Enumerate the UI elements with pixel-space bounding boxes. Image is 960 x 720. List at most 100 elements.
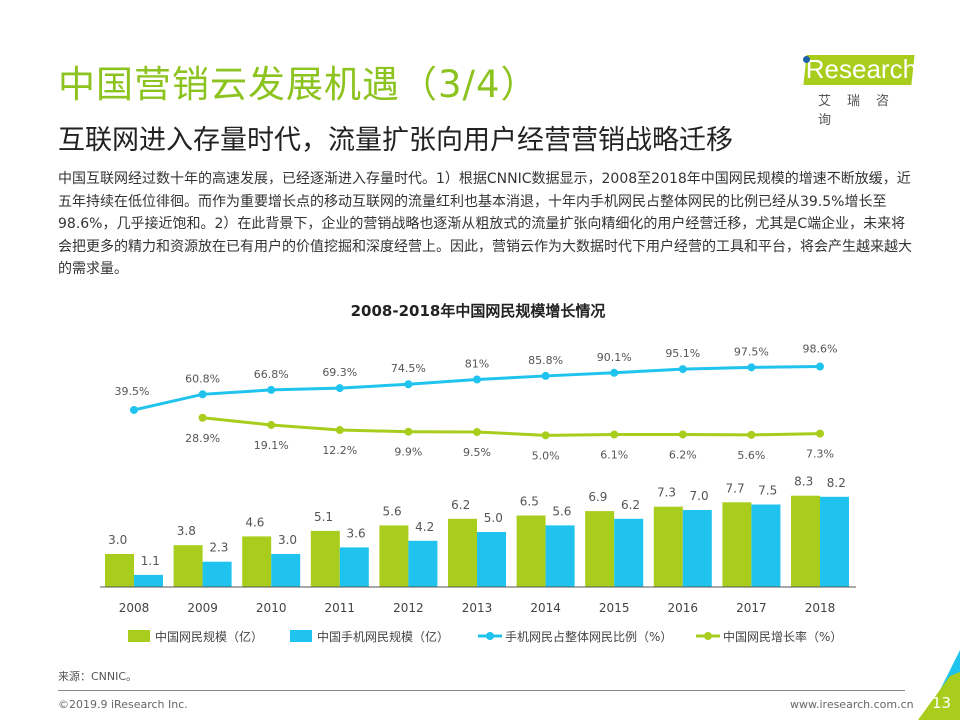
bar	[448, 518, 477, 587]
bar	[516, 515, 546, 587]
data-point	[816, 362, 824, 371]
data-label: 6.2%	[669, 448, 697, 461]
bar	[722, 502, 752, 587]
bar	[242, 536, 272, 587]
bar	[653, 506, 683, 587]
data-label: 39.5%	[115, 385, 150, 398]
bar	[751, 504, 781, 587]
data-label: 6.1%	[600, 449, 628, 462]
data-label: 5.0	[484, 511, 503, 525]
data-label: 90.1%	[597, 351, 632, 364]
data-point	[404, 427, 413, 436]
bar	[682, 510, 712, 587]
data-point	[198, 390, 207, 399]
data-point	[335, 384, 344, 393]
x-tick-label: 2012	[393, 601, 424, 615]
data-point	[473, 375, 481, 384]
data-label: 19.1%	[254, 439, 289, 452]
data-label: 2.3	[209, 541, 228, 555]
x-tick-label: 2009	[187, 601, 218, 615]
data-point	[747, 363, 756, 372]
data-label: 8.3	[794, 475, 813, 489]
body-paragraph: 中国互联网经过数十年的高速发展，已经逐渐进入存量时代。1）根据CNNIC数据显示…	[58, 171, 912, 277]
x-tick-label: 2018	[805, 601, 836, 615]
x-tick-label: 2010	[256, 601, 287, 615]
data-label: 6.9	[588, 490, 607, 504]
data-label: 28.9%	[185, 432, 220, 445]
data-point	[335, 426, 344, 435]
x-tick-label: 2015	[599, 601, 630, 615]
slide-subtitle: 互联网进入存量时代，流量扩张向用户经营营销战略迁移	[58, 125, 733, 156]
legend-label: 中国网民规模（亿）	[155, 629, 263, 644]
legend: 中国网民规模（亿） 中国手机网民规模（亿） 手机网民占整体网民比例（%） 中国网民增长…	[128, 629, 842, 644]
data-label: 60.8%	[185, 372, 220, 385]
data-point	[610, 430, 619, 439]
data-label: 3.8	[177, 524, 196, 538]
data-label: 4.2	[415, 520, 434, 534]
bar	[202, 561, 232, 587]
data-label: 74.5%	[391, 362, 426, 375]
data-label: 6.2	[451, 498, 470, 512]
data-point	[473, 428, 481, 437]
x-tick-label: 2014	[530, 601, 561, 615]
data-label: 3.0	[108, 533, 127, 547]
corner-decoration-green	[918, 672, 960, 720]
x-tick-label: 2011	[325, 601, 356, 615]
data-label: 3.6	[347, 526, 366, 540]
data-label: 1.1	[141, 554, 160, 568]
data-label: 7.3	[657, 486, 676, 500]
bar	[173, 545, 203, 587]
data-label: 81%	[465, 357, 489, 370]
data-label: 7.3%	[806, 448, 834, 461]
copyright: ©2019.9 iResearch Inc.	[58, 698, 188, 711]
x-tick-label: 2013	[462, 601, 493, 615]
source-note: 来源：CNNIC。	[58, 670, 138, 683]
data-label: 5.6%	[737, 449, 765, 462]
data-label: 6.5	[520, 495, 539, 509]
bar	[614, 518, 644, 587]
data-point	[678, 365, 687, 374]
bar	[585, 511, 615, 587]
data-label: 6.2	[621, 498, 640, 512]
data-label: 4.6	[245, 515, 264, 529]
data-label: 85.8%	[528, 354, 563, 367]
bar	[134, 574, 163, 587]
series-line	[133, 365, 821, 412]
data-label: 98.6%	[803, 343, 838, 356]
legend-marker	[704, 632, 712, 640]
data-point	[610, 368, 619, 377]
bar	[105, 554, 134, 587]
data-label: 9.9%	[394, 446, 422, 459]
data-point	[130, 405, 138, 414]
data-label: 9.5%	[463, 446, 491, 459]
data-label: 5.6	[383, 504, 402, 518]
data-label: 97.5%	[734, 345, 769, 358]
bar	[820, 496, 849, 587]
iresearch-logo: iResearch 艾瑞咨询	[790, 52, 920, 128]
website-link[interactable]: www.iresearch.com.cn	[790, 698, 914, 711]
data-point	[267, 420, 276, 429]
logo-text: iResearch	[800, 54, 918, 84]
data-point	[747, 430, 756, 439]
data-label: 7.7	[726, 481, 745, 495]
x-tick-label: 2017	[736, 601, 767, 615]
data-point	[541, 371, 550, 380]
bar	[379, 525, 409, 587]
data-label: 69.3%	[322, 366, 357, 379]
bar	[477, 532, 506, 587]
legend-swatch	[128, 630, 150, 642]
legend-swatch	[290, 630, 312, 642]
logo-chinese: 艾瑞咨询	[818, 94, 906, 128]
data-point	[198, 413, 207, 422]
x-tick-label: 2008	[119, 601, 150, 615]
x-tick-label: 2016	[668, 601, 699, 615]
legend-label: 手机网民占整体网民比例（%）	[505, 629, 672, 644]
bar	[271, 554, 301, 587]
logo-dot	[803, 56, 810, 63]
legend-label: 中国网民增长率（%）	[723, 629, 842, 644]
data-point	[541, 431, 550, 440]
series-line	[202, 416, 821, 437]
data-label: 8.2	[827, 476, 846, 490]
legend-label: 中国手机网民规模（亿）	[317, 629, 449, 644]
